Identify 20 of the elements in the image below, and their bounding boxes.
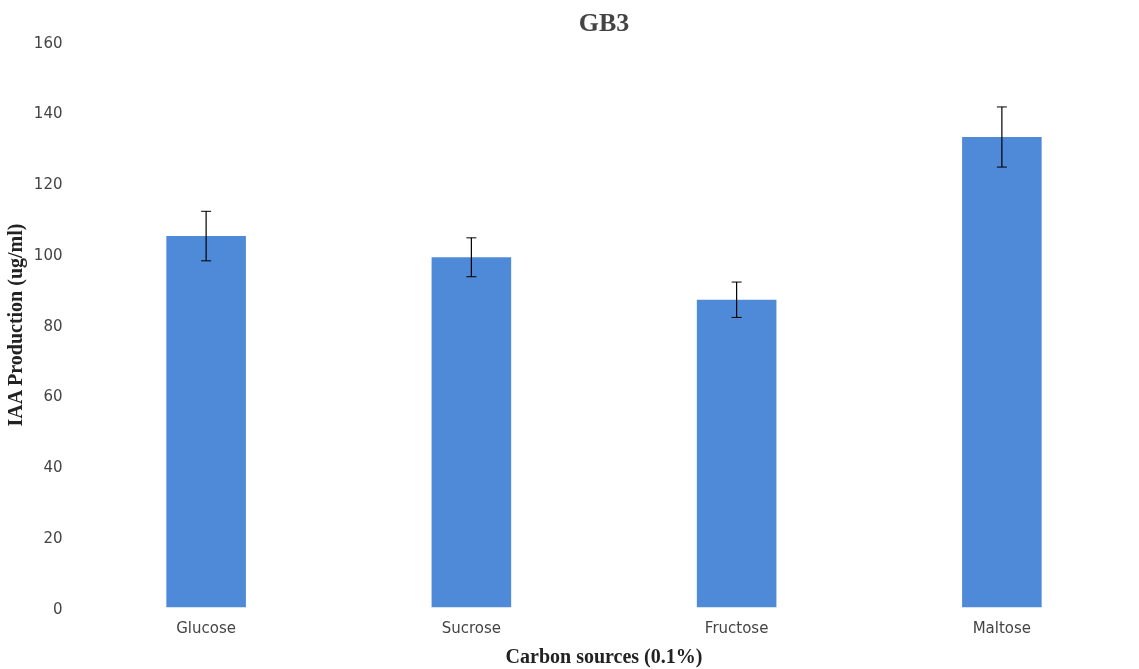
y-tick-label: 120 bbox=[33, 175, 63, 193]
x-tick-label: Maltose bbox=[972, 618, 1032, 637]
y-tick-label: 160 bbox=[33, 33, 63, 52]
y-tick-label: 0 bbox=[52, 599, 63, 618]
y-tick-label: 60 bbox=[43, 387, 63, 406]
y-tick-label: 140 bbox=[33, 104, 63, 123]
bar bbox=[431, 257, 512, 608]
y-axis-title: IAA Production (ug/ml) bbox=[3, 223, 27, 427]
chart-title: GB3 bbox=[578, 7, 630, 37]
x-tick-label: Fructose bbox=[704, 618, 769, 637]
bar bbox=[696, 299, 777, 608]
x-tick-label: Sucrose bbox=[441, 618, 502, 637]
y-tick-label: 80 bbox=[43, 316, 63, 335]
x-axis-title: Carbon sources (0.1%) bbox=[505, 644, 703, 668]
bar bbox=[962, 137, 1042, 608]
y-tick-label: 100 bbox=[33, 245, 63, 264]
y-tick-label: 40 bbox=[43, 458, 63, 476]
y-tick-label: 20 bbox=[43, 528, 63, 547]
x-tick-label: Glucose bbox=[176, 618, 237, 637]
bar bbox=[166, 236, 246, 608]
